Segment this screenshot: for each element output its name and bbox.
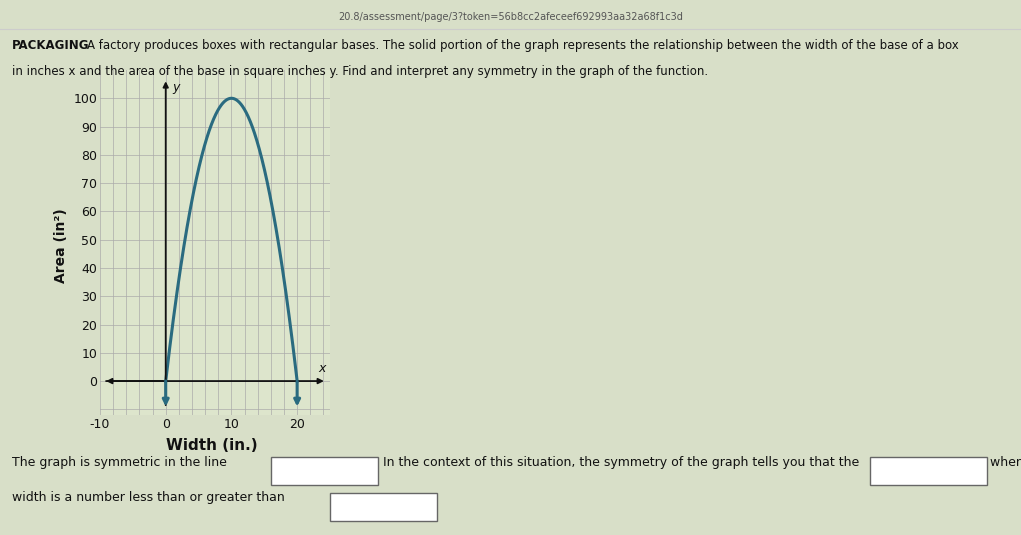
Text: 20.8/assessment/page/3?token=56b8cc2afeceef692993aa32a68f1c3d: 20.8/assessment/page/3?token=56b8cc2afec… xyxy=(338,12,683,22)
Text: The graph is symmetric in the line: The graph is symmetric in the line xyxy=(12,456,227,469)
Text: width is a number less than or greater than: width is a number less than or greater t… xyxy=(12,491,285,504)
Text: ▼: ▼ xyxy=(424,498,431,507)
Text: A factory produces boxes with rectangular bases. The solid portion of the graph : A factory produces boxes with rectangula… xyxy=(87,39,959,51)
Text: in inches x and the area of the base in square inches y. Find and interpret any : in inches x and the area of the base in … xyxy=(12,65,709,78)
Text: Width (in.): Width (in.) xyxy=(165,438,257,453)
Text: Select Choice: Select Choice xyxy=(276,463,355,476)
Text: Select Choice: Select Choice xyxy=(335,498,415,511)
Text: Select Choice: Select Choice xyxy=(875,463,955,476)
Text: ▼: ▼ xyxy=(972,463,979,472)
Text: when the: when the xyxy=(990,456,1021,469)
Text: x: x xyxy=(319,362,326,376)
Text: y: y xyxy=(173,81,180,94)
Text: Area (in²): Area (in²) xyxy=(53,208,67,282)
Text: PACKAGING: PACKAGING xyxy=(12,39,90,51)
Text: In the context of this situation, the symmetry of the graph tells you that the: In the context of this situation, the sy… xyxy=(383,456,859,469)
Text: ▼: ▼ xyxy=(364,463,372,472)
